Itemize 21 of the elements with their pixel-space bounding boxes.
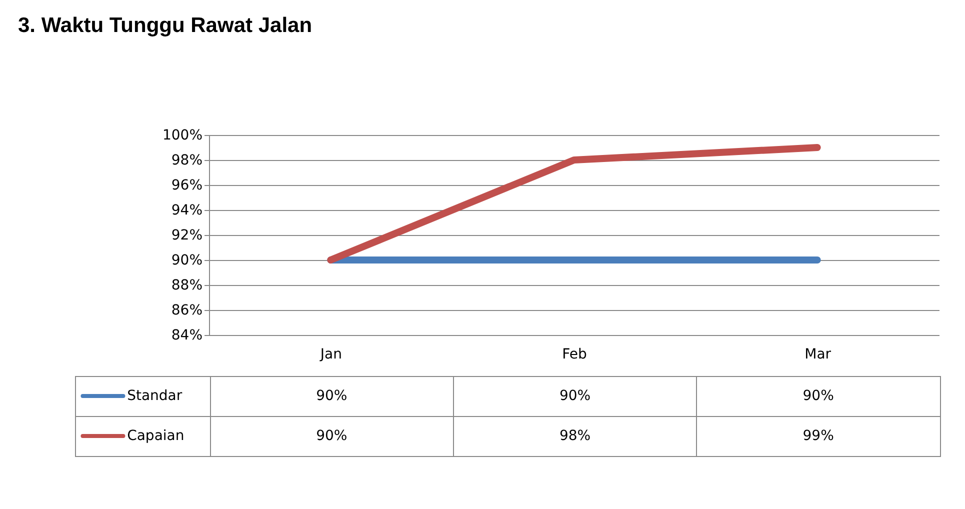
legend-label: Standar [127, 388, 182, 404]
y-tick-label: 92% [171, 228, 202, 244]
data-label: 98% [559, 428, 591, 444]
data-label: 90% [316, 428, 348, 444]
chart-title: 3. Waktu Tunggu Rawat Jalan [18, 14, 312, 38]
y-tick-label: 90% [171, 252, 202, 268]
y-tick-label: 88% [171, 278, 202, 294]
y-tick-label: 100% [162, 128, 202, 144]
y-tick-label: 94% [171, 202, 202, 218]
y-tick-label: 84% [171, 328, 202, 344]
x-tick-label: Feb [562, 346, 587, 362]
data-label: 90% [559, 388, 591, 404]
y-tick-label: 96% [171, 178, 202, 194]
data-label: 99% [802, 428, 834, 444]
legend-label: Capaian [127, 428, 184, 444]
y-tick-label: 86% [171, 302, 202, 318]
x-tick-label: Mar [804, 346, 832, 362]
data-label: 90% [802, 388, 834, 404]
x-tick-label: Jan [319, 346, 342, 362]
y-tick-label: 98% [171, 152, 202, 168]
data-label: 90% [316, 388, 348, 404]
